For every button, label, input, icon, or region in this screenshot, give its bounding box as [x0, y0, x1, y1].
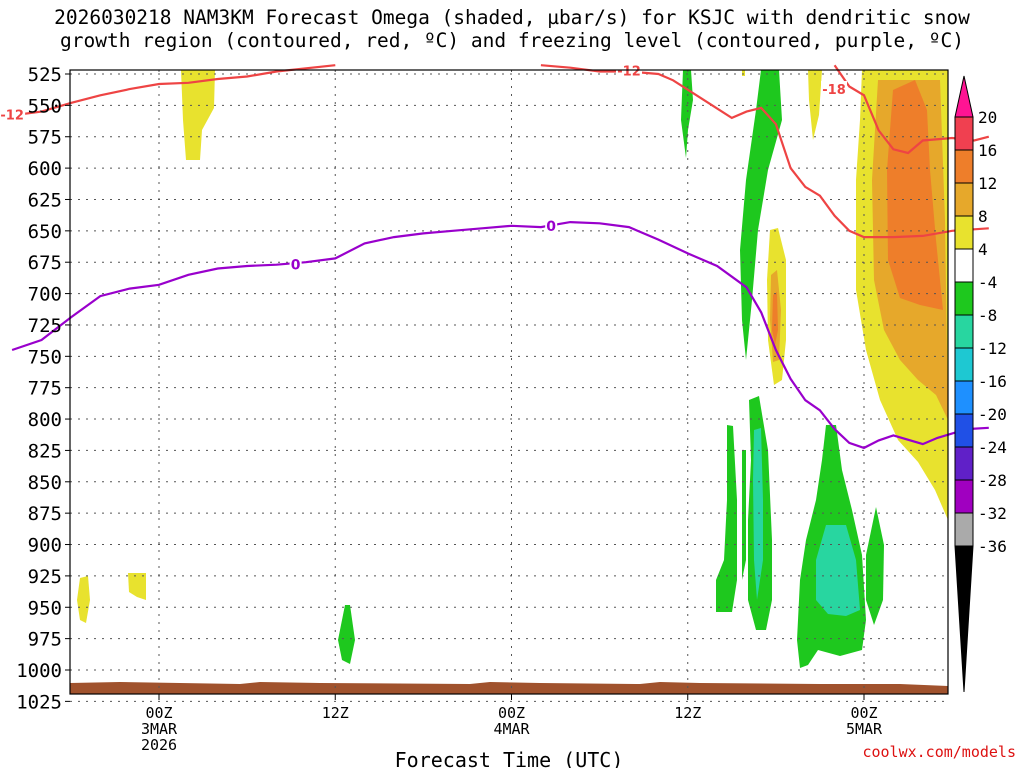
colorbar-segment [954, 314, 974, 349]
y-tick-label: 675 [28, 252, 62, 274]
omega-region-green [742, 450, 746, 580]
y-tick-label: 800 [28, 409, 62, 431]
omega-shading [77, 70, 948, 668]
freezing-level-label: 0 [546, 219, 556, 235]
y-tick-label: 550 [28, 95, 62, 117]
colorbar-segment [954, 380, 974, 415]
colorbar-label: 20 [978, 108, 997, 127]
y-tick-label: 650 [28, 221, 62, 243]
colorbar-segment [954, 512, 974, 547]
y-tick-label: 700 [28, 284, 62, 306]
omega-region-yellow [742, 70, 745, 76]
y-tick-label: 850 [28, 472, 62, 494]
omega-region-orange [772, 292, 778, 345]
colorbar-segment [954, 248, 974, 283]
dgz-contour-left-label-bg [0, 106, 26, 121]
x-tick-label: 00Z [850, 704, 877, 722]
x-tick-label: 00Z [498, 704, 525, 722]
contours: 0 0 -12 -12 -18 [0, 62, 990, 450]
y-tick-label: 875 [28, 503, 62, 525]
dgz-contour-left-label: -12 [0, 108, 24, 123]
colorbar-label: 16 [978, 141, 997, 160]
omega-region-orange [887, 80, 943, 310]
colorbar-segment [954, 413, 974, 448]
y-tick-label: 525 [28, 64, 62, 86]
colorbar-label: -20 [978, 405, 1007, 424]
terrain-fill [70, 682, 948, 694]
dgz-contour-minus18-label-bg [821, 81, 847, 95]
freezing-level-label-bg [289, 256, 302, 271]
colorbar-segment [954, 281, 974, 316]
credit-text: coolwx.com/models [862, 743, 1016, 761]
x-tick-label: 00Z [145, 704, 172, 722]
omega-region-yellow [181, 70, 215, 160]
dgz-contour-left [11, 64, 336, 117]
y-tick-label: 975 [28, 629, 62, 651]
colorbar-label: 8 [978, 207, 988, 226]
colorbar-label: -16 [978, 372, 1007, 391]
x-tick-label: 3MAR [141, 720, 178, 738]
y-tick-label: 725 [28, 315, 62, 337]
dgz-contour-minus18-label: -18 [822, 83, 846, 98]
chart-title-line-1: 2026030218 NAM3KM Forecast Omega (shaded… [54, 6, 970, 29]
y-tick-label: 900 [28, 535, 62, 557]
colorbar-segment [954, 446, 974, 481]
colorbar: 20 16 12 8 4 -4 -8 -12 -16 -20 -24 -28 -32 -36 [954, 75, 1007, 693]
y-tick-label: 600 [28, 158, 62, 180]
y-tick-label: 750 [28, 346, 62, 368]
colorbar-segment [954, 182, 974, 217]
colorbar-label: -36 [978, 537, 1007, 556]
colorbar-label: -24 [978, 438, 1007, 457]
gridlines [70, 70, 948, 702]
x-tick-label: 12Z [674, 704, 701, 722]
colorbar-segment [954, 149, 974, 184]
x-tick-label: 5MAR [846, 720, 883, 738]
omega-region-yellow [77, 576, 90, 623]
omega-region-green [740, 70, 782, 360]
omega-region-teal [816, 525, 860, 616]
colorbar-label: 12 [978, 174, 997, 193]
y-tick-label: 1000 [16, 660, 62, 682]
chart-title-line-2: growth region (contoured, red, ºC) and f… [60, 29, 964, 52]
freezing-level-label: 0 [291, 258, 301, 274]
pressure-axis: 525 550 575 600 625 650 675 700 725 750 775 800 825 8… [16, 64, 70, 713]
omega-region-green [681, 70, 693, 158]
freezing-level-label-bg [545, 217, 558, 232]
omega-region-green [716, 425, 737, 612]
colorbar-label: -28 [978, 471, 1007, 490]
omega-region-green [866, 507, 884, 625]
plot-frame [69, 69, 949, 695]
y-tick-label: 825 [28, 440, 62, 462]
colorbar-segment [954, 347, 974, 382]
colorbar-label: -4 [978, 273, 997, 292]
colorbar-label: -32 [978, 504, 1007, 523]
x-axis-label: Forecast Time (UTC) [395, 748, 624, 768]
y-tick-label: 775 [28, 378, 62, 400]
colorbar-label: 4 [978, 240, 988, 259]
colorbar-segment [954, 215, 974, 250]
colorbar-bottom-arrow [954, 545, 974, 693]
colorbar-label: -12 [978, 339, 1007, 358]
y-tick-label: 925 [28, 566, 62, 588]
y-tick-label: 625 [28, 189, 62, 211]
x-tick-label: 4MAR [493, 720, 530, 738]
y-tick-label: 950 [28, 597, 62, 619]
colorbar-segment [954, 116, 974, 151]
y-tick-label: 1025 [16, 691, 62, 713]
colorbar-top-arrow [954, 75, 974, 118]
omega-region-yellow [128, 573, 146, 600]
omega-region-teal [753, 428, 763, 600]
colorbar-segment [954, 479, 974, 514]
x-tick-label: 12Z [322, 704, 349, 722]
x-tick-label: 2026 [141, 736, 177, 754]
freezing-level-contour [11, 220, 989, 450]
y-tick-label: 575 [28, 127, 62, 149]
dgz-contour-minus12-label: -12 [617, 64, 641, 79]
omega-region-green [338, 605, 355, 664]
colorbar-label: -8 [978, 306, 997, 325]
